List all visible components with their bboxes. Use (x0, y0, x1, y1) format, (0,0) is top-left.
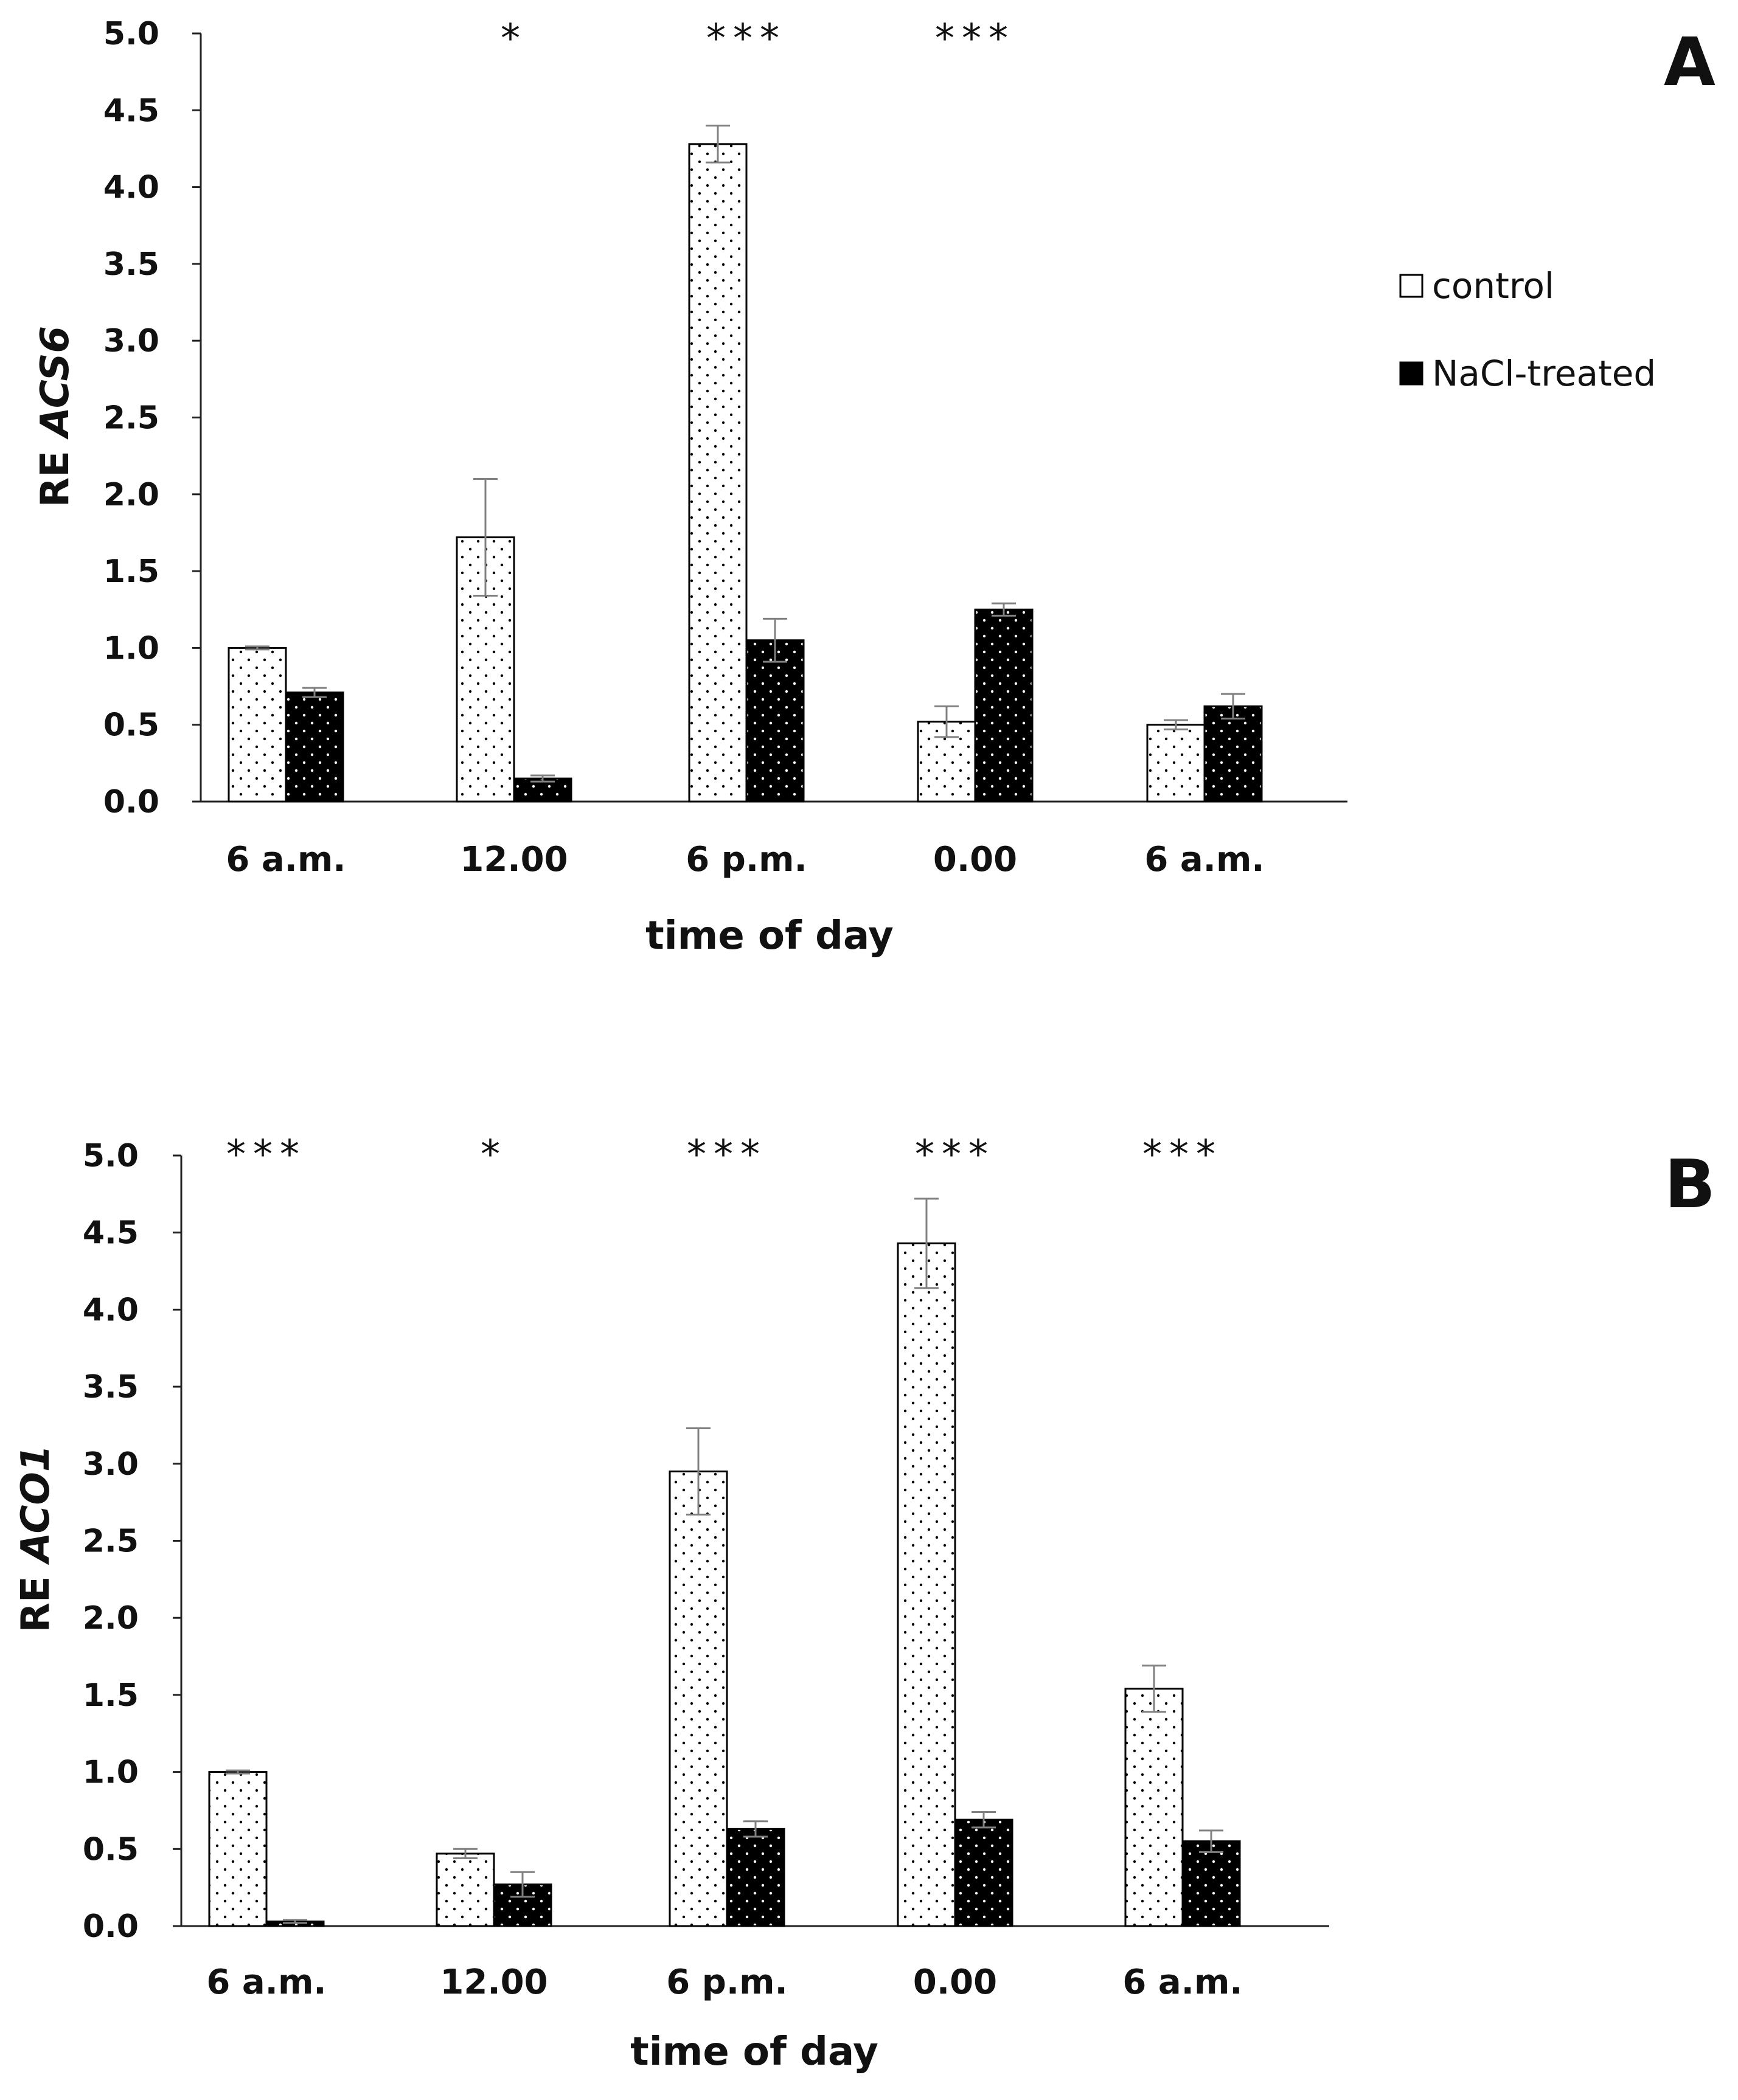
x-axis-title-a: time of day (645, 913, 894, 958)
bar-nacl (726, 1828, 785, 1927)
bar-nacl (974, 608, 1034, 803)
panel-label-a: A (1664, 23, 1715, 101)
y-tick-label: 2.0 (103, 477, 159, 513)
significance-marker: *** (935, 16, 1015, 61)
chart-a-marks: 0.0 0.5 1.0 1.5 2.0 2.5 3.0 3.5 4.0 4.5 5.0 6 a.m. 1… (103, 16, 1347, 879)
y-tick-label: 2.0 (83, 1600, 139, 1637)
bar-control (688, 143, 748, 803)
y-axis-title-prefix-a: RE (33, 437, 78, 507)
x-category-label: 0.00 (933, 840, 1017, 879)
x-category-label: 6 a.m. (226, 840, 346, 879)
significance-marker: * (501, 16, 527, 61)
y-axis-title-gene-a: ACS6 (33, 326, 78, 440)
y-tick-label: 0.0 (103, 784, 159, 820)
y-tick-label: 3.5 (83, 1369, 139, 1405)
y-tick-label: 1.5 (83, 1677, 139, 1714)
y-tick-label: 1.5 (103, 553, 159, 590)
x-category-label: 0.00 (913, 1963, 997, 2002)
bar-control (208, 1771, 268, 1927)
y-tick-label: 4.0 (103, 170, 159, 206)
legend-swatch-control (1399, 274, 1423, 298)
panel-label-b: B (1664, 1145, 1715, 1223)
bar-nacl (1203, 705, 1263, 803)
bar-nacl (285, 691, 344, 803)
bar-control (1124, 1688, 1184, 1927)
y-tick-label: 2.5 (83, 1523, 139, 1560)
significance-marker: *** (706, 16, 787, 61)
significance-marker: *** (687, 1132, 767, 1177)
bar-control (228, 646, 287, 803)
significance-marker: *** (226, 1132, 307, 1177)
legend: control NaCl-treated (1399, 265, 1656, 394)
bar-control (669, 1470, 728, 1927)
bar-nacl (745, 639, 805, 803)
y-tick-label: 0.5 (83, 1831, 139, 1868)
y-tick-label: 4.5 (83, 1215, 139, 1252)
legend-label-control: control (1432, 265, 1554, 307)
y-tick-label: 5.0 (83, 1138, 139, 1174)
bar-control (897, 1242, 956, 1927)
y-axis-title-gene-b: ACO1 (13, 1445, 58, 1565)
y-tick-label: 0.0 (83, 1908, 139, 1945)
y-tick-label: 5.0 (103, 16, 159, 52)
x-category-label: 12.00 (440, 1963, 547, 2002)
y-tick-label: 4.0 (83, 1292, 139, 1328)
chart-panel-a: 0.0 0.5 1.0 1.5 2.0 2.5 3.0 3.5 4.0 4.5 5.0 6 a.m. 1… (33, 16, 1715, 958)
chart-panel-b: 0.0 0.5 1.0 1.5 2.0 2.5 3.0 3.5 4.0 4.5 5.0 6 a.m. *… (13, 1132, 1715, 2074)
legend-swatch-nacl (1399, 361, 1423, 386)
x-category-label: 12.00 (460, 840, 568, 879)
x-axis-title-b: time of day (630, 2029, 878, 2074)
y-tick-label: 1.0 (103, 630, 159, 667)
significance-marker: * (481, 1132, 507, 1177)
y-axis-title-prefix-b: RE (13, 1562, 58, 1632)
legend-label-nacl: NaCl-treated (1432, 353, 1656, 394)
bar-control (1146, 724, 1206, 803)
x-category-label: 6 p.m. (666, 1963, 787, 2002)
x-category-label: 6 a.m. (206, 1963, 326, 2002)
x-category-label: 6 a.m. (1144, 840, 1264, 879)
y-tick-label: 0.5 (103, 707, 159, 744)
y-tick-label: 4.5 (103, 92, 159, 129)
bar-nacl (1181, 1840, 1241, 1927)
y-axis-title-a: RE ACS6 (33, 326, 78, 507)
chart-b-marks: 0.0 0.5 1.0 1.5 2.0 2.5 3.0 3.5 4.0 4.5 5.0 6 a.m. *… (83, 1132, 1329, 2002)
y-tick-label: 3.0 (83, 1446, 139, 1483)
y-tick-label: 3.0 (103, 323, 159, 359)
y-axis-title-b: RE ACO1 (13, 1445, 58, 1633)
bar-nacl (954, 1818, 1013, 1927)
bar-control (436, 1852, 495, 1927)
significance-marker: *** (915, 1132, 995, 1177)
significance-marker: *** (1142, 1132, 1223, 1177)
x-category-label: 6 a.m. (1122, 1963, 1242, 2002)
y-tick-label: 3.5 (103, 246, 159, 283)
y-tick-label: 2.5 (103, 400, 159, 437)
y-tick-label: 1.0 (83, 1755, 139, 1791)
x-category-label: 6 p.m. (686, 840, 807, 879)
